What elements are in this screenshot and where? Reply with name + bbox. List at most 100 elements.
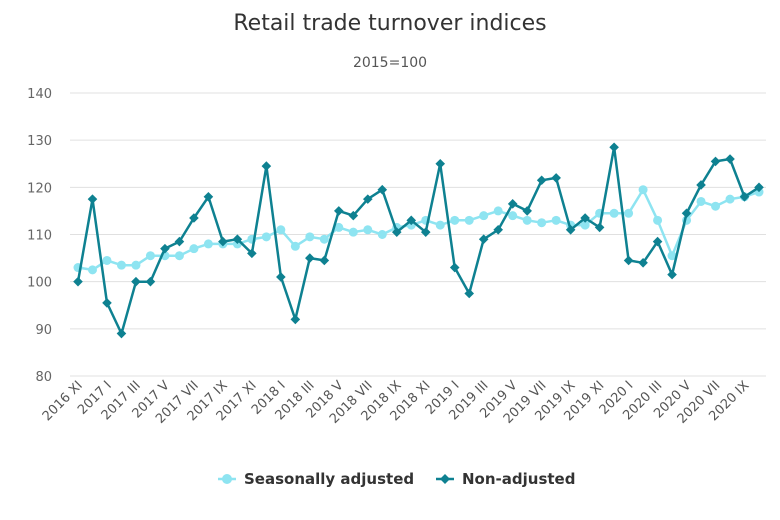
data-point[interactable] [319,234,329,244]
data-point[interactable] [551,173,561,183]
data-point[interactable] [653,215,663,225]
data-point[interactable] [334,206,344,216]
data-point[interactable] [145,251,155,261]
data-point[interactable] [609,142,619,153]
data-point[interactable] [73,276,83,287]
data-point[interactable] [609,208,619,218]
data-point[interactable] [406,215,417,226]
grid-lines [70,92,766,377]
legend-label: Seasonally adjusted [244,470,414,488]
data-point[interactable] [536,175,547,186]
data-point[interactable] [449,262,460,273]
data-point[interactable] [725,154,735,164]
data-point[interactable] [479,211,489,221]
data-point[interactable] [464,288,475,299]
data-point[interactable] [739,191,750,202]
data-point[interactable] [696,196,706,206]
data-point[interactable] [493,224,503,235]
data-point[interactable] [247,248,257,259]
data-point[interactable] [377,184,388,195]
data-point[interactable] [305,232,315,242]
y-tick-label: 140 [27,87,52,102]
data-point[interactable] [131,276,141,287]
data-point[interactable] [754,182,764,193]
data-point[interactable] [435,158,446,169]
data-point[interactable] [87,265,97,275]
data-point[interactable] [363,225,373,235]
data-point[interactable] [652,236,663,247]
data-point[interactable] [218,236,228,247]
data-point[interactable] [276,272,286,282]
data-point[interactable] [160,243,170,254]
data-point[interactable] [290,241,300,251]
data-point[interactable] [435,220,445,230]
data-point[interactable] [725,194,735,204]
data-point[interactable] [522,215,532,225]
data-point[interactable] [348,227,358,237]
chart-subtitle: 2015=100 [353,55,427,71]
data-point[interactable] [667,269,677,280]
y-tick-label: 90 [35,323,52,338]
data-point[interactable] [203,191,214,202]
data-point[interactable] [261,232,271,242]
y-tick-label: 80 [35,370,52,385]
data-point[interactable] [131,260,141,270]
data-point[interactable] [594,222,605,233]
data-point[interactable] [507,199,518,209]
data-point[interactable] [203,239,213,249]
data-point[interactable] [667,251,677,261]
data-point[interactable] [189,244,199,254]
data-point[interactable] [710,156,721,167]
data-point[interactable] [116,260,126,270]
data-point[interactable] [681,208,692,219]
data-point[interactable] [623,255,634,266]
data-point[interactable] [450,215,460,225]
data-point[interactable] [290,314,301,325]
data-point[interactable] [305,253,315,263]
y-axis-ticks: 80 90 100 110 120 130 140 [27,87,52,385]
series-group [73,142,764,339]
data-point[interactable] [348,210,359,221]
data-point[interactable] [478,234,489,245]
data-point[interactable] [493,206,503,216]
data-point[interactable] [508,211,518,221]
data-point[interactable] [174,251,184,261]
data-point[interactable] [537,218,547,228]
data-point[interactable] [102,255,112,265]
data-point[interactable] [334,222,344,232]
data-point[interactable] [102,298,112,308]
data-point[interactable] [232,234,243,245]
legend-item[interactable]: Seasonally adjusted [218,470,414,488]
legend[interactable]: Seasonally adjusted Non-adjusted [218,470,575,488]
data-point[interactable] [624,208,634,218]
series-seasonally-adjusted [73,185,764,275]
data-point[interactable] [711,201,721,211]
data-point[interactable] [696,180,706,190]
data-point[interactable] [565,224,576,235]
data-point[interactable] [580,213,590,223]
data-point[interactable] [580,220,590,230]
data-point[interactable] [551,215,561,225]
data-point[interactable] [362,194,373,204]
data-point[interactable] [87,194,98,204]
data-point[interactable] [261,161,272,171]
data-point[interactable] [276,225,286,235]
data-point[interactable] [145,276,156,287]
data-point[interactable] [522,206,532,216]
data-point[interactable] [420,227,431,237]
data-point[interactable] [377,230,387,239]
data-point[interactable] [174,236,185,247]
data-point[interactable] [391,227,402,237]
series-line [76,145,760,335]
chart-title: Retail trade turnover indices [233,11,546,36]
data-point[interactable] [464,215,474,225]
y-tick-label: 110 [27,229,52,244]
data-point[interactable] [638,185,648,195]
data-point[interactable] [189,213,199,223]
data-point[interactable] [638,258,648,268]
legend-item[interactable]: Non-adjusted [436,470,575,488]
data-point[interactable] [319,255,330,266]
data-point[interactable] [116,328,127,339]
